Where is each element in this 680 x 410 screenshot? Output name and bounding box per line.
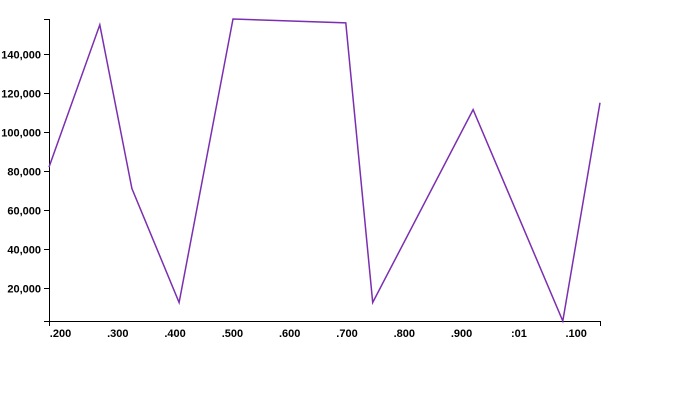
x-tick-label: .300 [107,328,128,340]
x-tick-label: .100 [565,328,586,340]
x-axis: .200 .300 .400 .500 .600 .700 .800 .900 :01 .100 [50,322,601,341]
x-tick-label: .600 [279,328,300,340]
x-tick-label: .900 [451,328,472,340]
y-axis-line [44,20,50,322]
series-layer [49,19,600,321]
y-tick-label: 100,000 [1,128,41,140]
y-tick-label: 60,000 [7,206,41,218]
x-tick-label: :01 [511,328,527,340]
x-axis-line [50,322,601,327]
x-tick-label: .700 [336,328,357,340]
y-tick-label: 140,000 [1,50,41,62]
y-tick-label: 20,000 [7,284,41,296]
y-tick-label: 40,000 [7,245,41,257]
x-tick-label: .200 [50,328,71,340]
y-tick-label: 80,000 [7,167,41,179]
x-tick-label: .800 [394,328,415,340]
y-axis: 20,000 40,000 60,000 80,000 100,000 120,000 14… [1,20,49,322]
x-tick-label: .500 [222,328,243,340]
x-tick-label: .400 [164,328,185,340]
series-line [49,19,600,321]
y-tick-label: 120,000 [1,89,41,101]
